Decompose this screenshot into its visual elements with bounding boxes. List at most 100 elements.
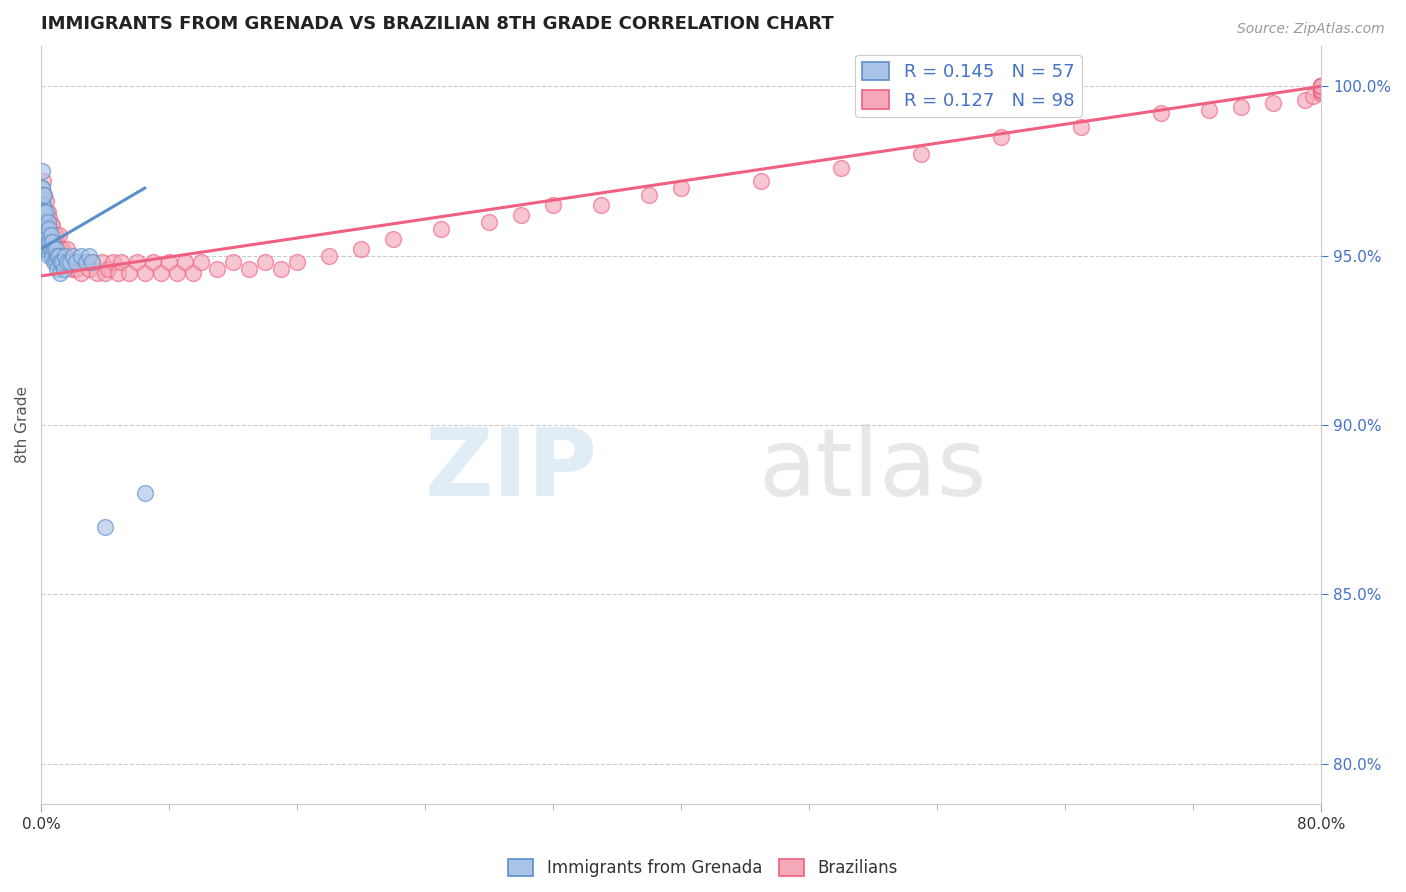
- Point: [31, 187, 53, 202]
- Point: [82, 255, 104, 269]
- Point: [318, 249, 340, 263]
- Point: [1310, 79, 1333, 94]
- Point: [142, 255, 165, 269]
- Point: [31, 225, 53, 239]
- Point: [34, 187, 56, 202]
- Point: [1310, 83, 1333, 97]
- Point: [49, 255, 72, 269]
- Point: [34, 187, 56, 202]
- Point: [62, 249, 84, 263]
- Y-axis label: 8th Grade: 8th Grade: [15, 386, 30, 464]
- Point: [70, 266, 93, 280]
- Point: [75, 255, 97, 269]
- Point: [48, 249, 70, 263]
- Point: [94, 519, 117, 533]
- Point: [51, 242, 73, 256]
- Point: [285, 255, 308, 269]
- Point: [31, 242, 53, 256]
- Point: [39, 218, 62, 232]
- Point: [382, 232, 405, 246]
- Point: [1294, 93, 1316, 107]
- Point: [46, 249, 69, 263]
- Point: [70, 249, 93, 263]
- Point: [1310, 79, 1333, 94]
- Point: [34, 204, 56, 219]
- Point: [1230, 100, 1253, 114]
- Point: [222, 255, 245, 269]
- Point: [38, 228, 60, 243]
- Point: [49, 242, 72, 256]
- Point: [1310, 79, 1333, 94]
- Point: [1310, 86, 1333, 100]
- Legend: R = 0.145   N = 57, R = 0.127   N = 98: R = 0.145 N = 57, R = 0.127 N = 98: [855, 54, 1081, 117]
- Point: [35, 208, 58, 222]
- Point: [34, 215, 56, 229]
- Point: [1310, 79, 1333, 94]
- Point: [830, 161, 852, 175]
- Point: [110, 255, 132, 269]
- Point: [35, 235, 58, 249]
- Point: [53, 249, 76, 263]
- Point: [31, 204, 53, 219]
- Point: [127, 255, 149, 269]
- Point: [35, 204, 58, 219]
- Point: [58, 255, 80, 269]
- Point: [34, 204, 56, 219]
- Point: [1310, 79, 1333, 94]
- Point: [59, 255, 82, 269]
- Point: [52, 262, 75, 277]
- Point: [38, 249, 60, 263]
- Point: [94, 266, 117, 280]
- Point: [190, 255, 212, 269]
- Point: [31, 204, 53, 219]
- Point: [174, 255, 197, 269]
- Point: [48, 228, 70, 243]
- Point: [77, 262, 100, 277]
- Point: [37, 218, 59, 232]
- Point: [1310, 79, 1333, 94]
- Point: [35, 221, 58, 235]
- Point: [44, 228, 66, 243]
- Point: [510, 208, 533, 222]
- Point: [38, 235, 60, 249]
- Point: [1198, 103, 1220, 117]
- Point: [541, 198, 564, 212]
- Point: [910, 147, 932, 161]
- Point: [41, 235, 63, 249]
- Point: [1070, 120, 1092, 134]
- Point: [118, 266, 141, 280]
- Point: [31, 187, 53, 202]
- Point: [44, 242, 66, 256]
- Point: [32, 204, 55, 219]
- Point: [270, 262, 292, 277]
- Point: [1310, 79, 1333, 94]
- Point: [1310, 79, 1333, 94]
- Point: [37, 242, 59, 256]
- Point: [42, 228, 65, 243]
- Point: [35, 194, 58, 209]
- Point: [39, 232, 62, 246]
- Point: [31, 164, 53, 178]
- Point: [65, 262, 87, 277]
- Point: [31, 198, 53, 212]
- Point: [32, 198, 55, 212]
- Point: [31, 215, 53, 229]
- Point: [62, 255, 84, 269]
- Text: Source: ZipAtlas.com: Source: ZipAtlas.com: [1237, 22, 1385, 37]
- Point: [638, 187, 661, 202]
- Point: [65, 255, 87, 269]
- Point: [39, 242, 62, 256]
- Point: [37, 215, 59, 229]
- Point: [478, 215, 501, 229]
- Point: [591, 198, 613, 212]
- Point: [1310, 83, 1333, 97]
- Point: [238, 262, 260, 277]
- Point: [59, 252, 82, 266]
- Point: [669, 181, 692, 195]
- Point: [42, 242, 65, 256]
- Point: [32, 221, 55, 235]
- Point: [254, 255, 277, 269]
- Legend: Immigrants from Grenada, Brazilians: Immigrants from Grenada, Brazilians: [502, 852, 904, 884]
- Point: [107, 266, 129, 280]
- Point: [31, 225, 53, 239]
